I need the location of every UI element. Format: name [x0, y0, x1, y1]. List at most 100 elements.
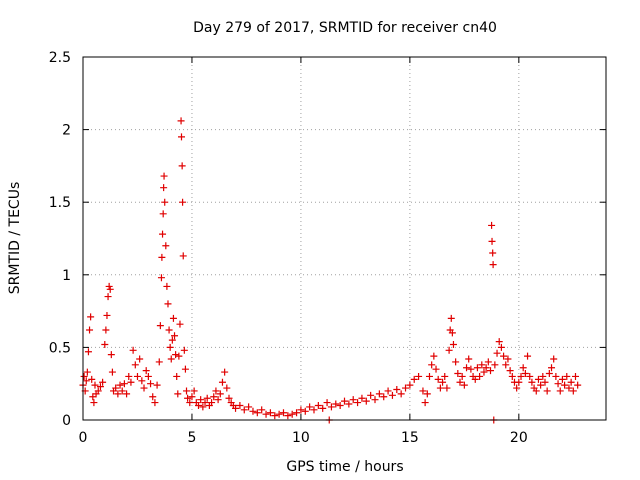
data-point — [106, 285, 114, 293]
data-point — [171, 332, 179, 340]
data-point — [186, 399, 194, 407]
data-point — [172, 351, 180, 359]
y-tick-label: 1 — [62, 268, 71, 284]
data-point — [415, 372, 423, 380]
data-point — [266, 409, 274, 417]
data-point — [101, 340, 109, 348]
data-point — [488, 221, 496, 229]
x-tick-label: 0 — [79, 430, 88, 446]
data-point — [521, 370, 529, 378]
data-point — [87, 313, 95, 321]
data-point — [91, 381, 99, 389]
grid-lines — [83, 57, 606, 420]
data-point — [279, 409, 287, 417]
data-point — [127, 378, 135, 386]
data-point — [107, 351, 115, 359]
data-point — [332, 400, 340, 408]
data-point — [162, 242, 170, 250]
data-point — [336, 401, 344, 409]
data-point — [177, 133, 185, 141]
data-point — [532, 387, 540, 395]
data-point — [489, 249, 497, 257]
x-axis-label: GPS time / hours — [286, 459, 403, 475]
data-point — [165, 326, 173, 334]
data-point — [275, 410, 283, 418]
data-point — [104, 293, 112, 301]
data-point — [116, 381, 124, 389]
data-point — [160, 184, 168, 192]
data-point — [465, 355, 473, 363]
data-point — [88, 375, 96, 383]
data-point — [432, 365, 440, 373]
data-point — [155, 358, 163, 366]
data-point — [221, 368, 229, 376]
data-point — [448, 329, 456, 337]
data-point — [482, 364, 490, 372]
axis-ticks: 0 5 10 15 20 0 0.5 1 1.5 2 2.5 — [49, 50, 606, 446]
data-point — [458, 372, 466, 380]
data-point — [158, 253, 166, 261]
data-point — [175, 352, 183, 360]
data-point — [563, 372, 571, 380]
data-point — [419, 387, 427, 395]
data-point — [358, 394, 366, 402]
data-point — [425, 372, 433, 380]
data-point — [345, 400, 353, 408]
data-point — [108, 368, 116, 376]
data-point — [288, 410, 296, 418]
data-point — [177, 117, 185, 125]
data-point — [515, 378, 523, 386]
data-point — [545, 370, 553, 378]
data-point — [443, 384, 451, 392]
data-point — [138, 377, 146, 385]
data-point — [181, 365, 189, 373]
data-point — [161, 198, 169, 206]
data-point — [160, 172, 168, 180]
data-point — [371, 396, 379, 404]
data-point — [236, 401, 244, 409]
data-point — [452, 358, 460, 366]
data-point — [183, 387, 191, 395]
data-point — [249, 407, 257, 415]
data-point — [460, 381, 468, 389]
data-point — [493, 349, 501, 357]
data-point — [120, 380, 128, 388]
x-tick-label: 15 — [401, 430, 419, 446]
data-point — [144, 372, 152, 380]
data-point — [565, 384, 573, 392]
y-tick-label: 0.5 — [49, 340, 71, 356]
data-point — [504, 355, 512, 363]
data-point — [430, 352, 438, 360]
data-point — [136, 355, 144, 363]
data-point — [421, 399, 429, 407]
data-point — [561, 381, 569, 389]
y-tick-label: 0 — [62, 413, 71, 429]
data-point — [223, 384, 231, 392]
data-point — [471, 375, 479, 383]
data-point — [517, 372, 525, 380]
data-point — [473, 364, 481, 372]
data-point — [463, 364, 471, 372]
data-point — [488, 237, 496, 245]
data-point — [393, 386, 401, 394]
data-point — [456, 378, 464, 386]
data-point — [327, 403, 335, 411]
data-point — [341, 397, 348, 405]
data-point — [439, 378, 447, 386]
data-point — [428, 361, 436, 369]
data-point — [567, 378, 575, 386]
data-point — [258, 406, 266, 414]
data-point — [495, 338, 503, 346]
x-tick-label: 5 — [187, 430, 196, 446]
data-point — [157, 274, 165, 282]
data-point — [123, 390, 131, 398]
data-point — [506, 367, 514, 375]
data-point — [159, 230, 167, 238]
data-point — [164, 300, 172, 308]
data-point — [519, 364, 527, 372]
data-point — [184, 394, 192, 402]
data-point — [445, 346, 453, 354]
data-point — [554, 380, 562, 388]
